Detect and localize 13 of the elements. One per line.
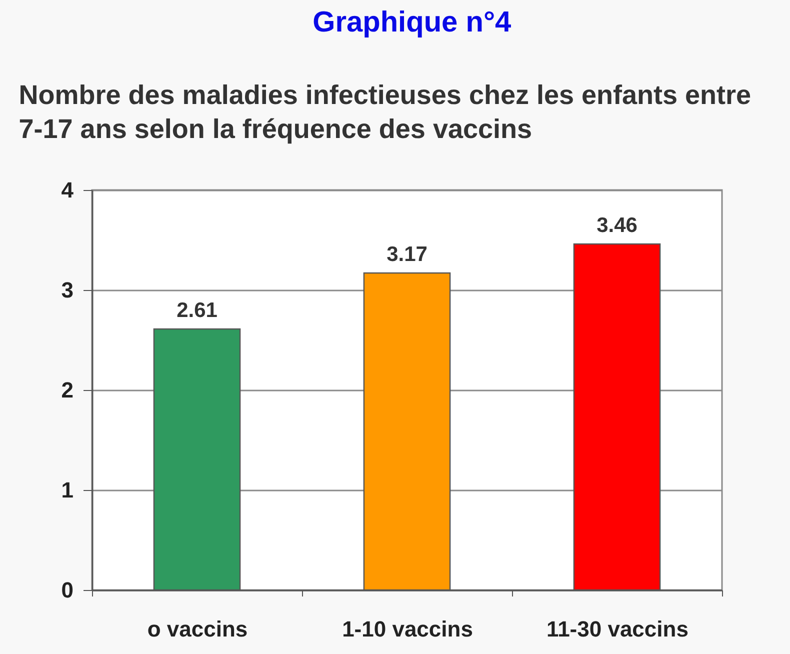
y-tick-label: 0 — [61, 578, 74, 602]
y-tick-label: 2 — [61, 378, 74, 402]
data-label: 2.61 — [176, 299, 218, 322]
y-tick-label: 4 — [61, 178, 74, 202]
data-label: 3.17 — [386, 243, 428, 266]
chart-title: Graphique n°4 — [312, 6, 512, 38]
data-label: 3.46 — [596, 214, 638, 237]
x-tick-label: 11-30 vaccins — [546, 616, 688, 642]
y-tick-label: 3 — [61, 278, 74, 302]
x-tick-label: 1-10 vaccins — [342, 616, 473, 642]
x-tick-label: o vaccins — [147, 616, 248, 642]
y-tick-label: 1 — [61, 478, 74, 502]
chart-subtitle: Nombre des maladies infectieuses chez les enfants entre 7-17 ans selon la fréquence des vaccins — [18, 80, 752, 144]
